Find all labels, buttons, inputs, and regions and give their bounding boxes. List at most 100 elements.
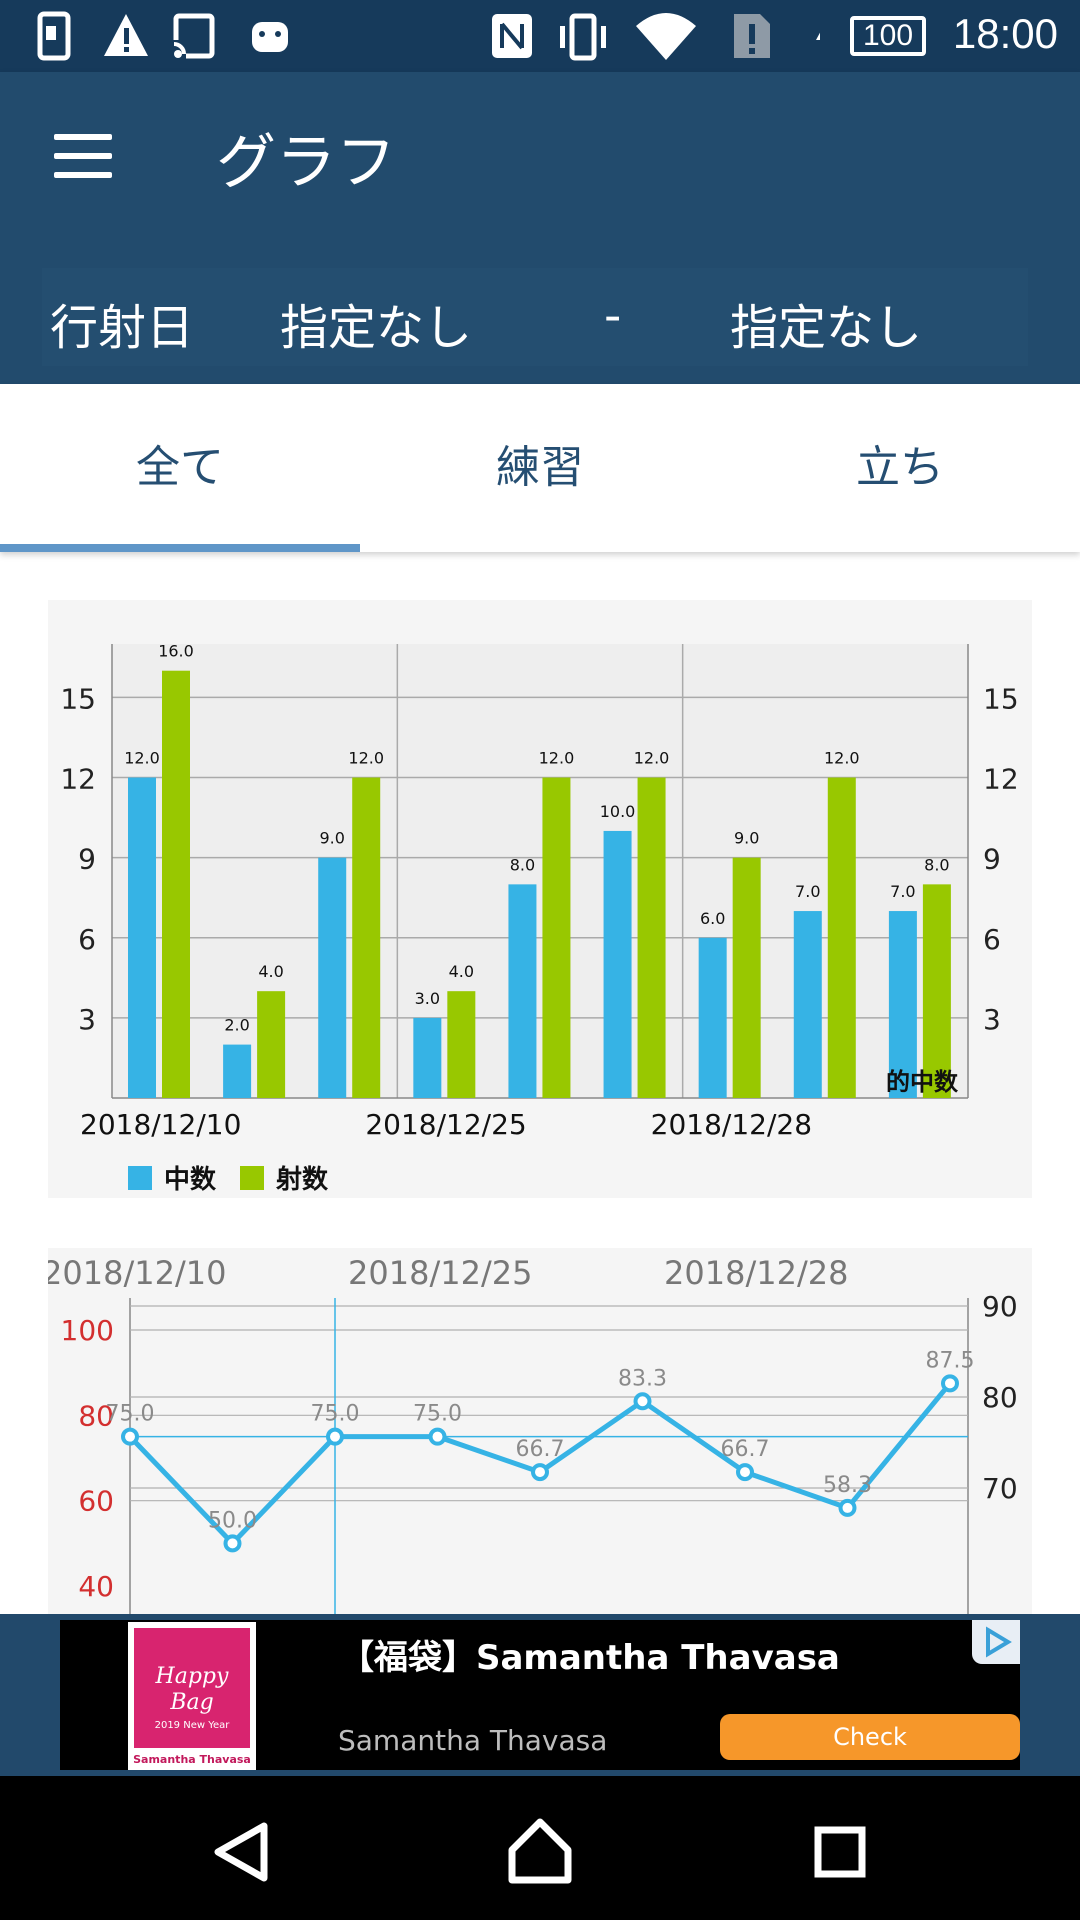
ad-banner: Happy Bag 2019 New Year Samantha Thavasa… xyxy=(0,1614,1080,1776)
data-point xyxy=(428,1427,447,1446)
point-value-label: 58.3 xyxy=(823,1473,872,1498)
data-point xyxy=(941,1374,959,1393)
bar-value-label: 2.0 xyxy=(224,1016,249,1035)
x-tick-label: 2018/12/28 xyxy=(651,1108,812,1141)
ad-subtitle: Samantha Thavasa xyxy=(338,1724,608,1757)
corner-label: 的中数 xyxy=(886,1068,959,1096)
nfc-icon xyxy=(492,14,532,58)
left-tick-label: 60 xyxy=(78,1485,114,1518)
bar xyxy=(793,911,822,1098)
bar-value-label: 9.0 xyxy=(734,829,759,848)
battery-level: 100 xyxy=(862,19,914,52)
ad-logo-text: Happy Bag xyxy=(155,1664,229,1715)
bar xyxy=(698,937,727,1098)
bar xyxy=(162,670,190,1098)
filter-from[interactable]: 指定なし xyxy=(280,300,473,356)
filter-to[interactable]: 指定なし xyxy=(730,300,923,356)
battery-icon: 100 xyxy=(850,16,926,56)
bar xyxy=(542,777,571,1098)
bar xyxy=(128,777,156,1098)
ad-logo-small: 2019 New Year xyxy=(154,1720,230,1731)
ad-content[interactable]: Happy Bag 2019 New Year Samantha Thavasa… xyxy=(60,1620,1020,1770)
bag-icon: Happy Bag 2019 New Year xyxy=(134,1628,250,1748)
bar-value-label: 3.0 xyxy=(415,989,440,1008)
x-tick-label: 2018/12/25 xyxy=(348,1254,532,1292)
bar xyxy=(922,884,951,1098)
home-icon[interactable] xyxy=(508,1818,572,1884)
bar xyxy=(447,991,476,1098)
bar-value-label: 12.0 xyxy=(348,749,384,768)
ad-logo[interactable]: Happy Bag 2019 New Year Samantha Thavasa xyxy=(128,1622,256,1770)
warning-icon xyxy=(104,14,148,56)
tab-tachi[interactable]: 立ち xyxy=(856,442,944,493)
bar-value-label: 12.0 xyxy=(634,749,670,768)
data-point xyxy=(223,1534,242,1553)
data-point xyxy=(121,1427,139,1446)
point-value-label: 75.0 xyxy=(311,1402,360,1427)
left-tick-label: 3 xyxy=(78,1003,96,1036)
bar-value-label: 4.0 xyxy=(258,962,283,981)
bar-value-label: 4.0 xyxy=(449,962,474,981)
right-tick-label: 90 xyxy=(982,1290,1018,1323)
bar-value-label: 12.0 xyxy=(539,749,575,768)
bar-chart-card: 3 3 6 6 9 9 12 12 15 15 12.0 2.0 9.0 3.0 8.0 10.0 6.0 7.0… xyxy=(48,600,1032,1198)
data-point xyxy=(326,1427,344,1446)
bar xyxy=(257,991,286,1098)
plot-area xyxy=(112,644,968,1098)
bar-value-label: 10.0 xyxy=(600,802,636,821)
left-tick-label: 15 xyxy=(60,682,96,715)
right-tick-label: 12 xyxy=(983,763,1019,796)
status-icons xyxy=(37,11,820,61)
point-value-label: 75.0 xyxy=(106,1402,155,1427)
date-filter: 行射日 指定なし - 指定なし xyxy=(42,268,1028,366)
legend-label: 中数 xyxy=(164,1165,217,1195)
bar-value-label: 16.0 xyxy=(158,642,194,661)
bar-value-label: 8.0 xyxy=(510,855,535,874)
bar-value-label: 12.0 xyxy=(124,749,160,768)
page-title: グラフ xyxy=(216,128,396,198)
right-tick-label: 15 xyxy=(983,682,1019,715)
bar xyxy=(318,857,347,1098)
tab-all[interactable]: 全て xyxy=(136,442,224,493)
point-value-label: 66.7 xyxy=(721,1437,770,1462)
tab-bar: 全て 練習 立ち xyxy=(0,384,1080,552)
point-value-label: 66.7 xyxy=(516,1437,565,1462)
bar xyxy=(888,911,917,1098)
wifi-icon xyxy=(636,13,696,60)
recents-icon[interactable] xyxy=(814,1826,866,1878)
legend-swatch xyxy=(128,1166,152,1190)
right-tick-label: 70 xyxy=(982,1472,1018,1505)
x-tick-label: 2018/12/10 xyxy=(80,1108,241,1141)
data-point xyxy=(633,1392,652,1411)
left-tick-label: 12 xyxy=(60,763,96,796)
tab-practice[interactable]: 練習 xyxy=(496,442,584,493)
bar xyxy=(732,857,761,1098)
status-bar: 100 18:00 xyxy=(0,0,1080,72)
right-tick-label: 6 xyxy=(983,923,1001,956)
ad-check-button[interactable]: Check xyxy=(720,1714,1020,1760)
back-icon[interactable] xyxy=(214,1822,268,1882)
sd-alert-icon xyxy=(734,14,770,58)
left-tick-label: 40 xyxy=(78,1570,114,1603)
bar-value-label: 7.0 xyxy=(890,882,915,901)
point-value-label: 75.0 xyxy=(413,1402,462,1427)
x-tick-label: 2018/12/28 xyxy=(664,1254,848,1292)
legend-swatch xyxy=(240,1166,264,1190)
hamburger-icon[interactable] xyxy=(54,134,112,178)
tab-indicator xyxy=(0,544,360,552)
filter-label: 行射日 xyxy=(50,300,195,356)
ad-choices-icon[interactable] xyxy=(972,1620,1020,1664)
bar xyxy=(508,884,537,1098)
navigation-bar xyxy=(0,1776,1080,1920)
bar-value-label: 8.0 xyxy=(924,855,949,874)
bar-value-label: 6.0 xyxy=(700,909,725,928)
bar xyxy=(223,1044,252,1098)
bar-chart: 3 3 6 6 9 9 12 12 15 15 12.0 2.0 9.0 3.0 8.0 10.0 6.0 7.0… xyxy=(60,642,1019,1195)
x-tick-label: 2018/12/25 xyxy=(365,1108,526,1141)
ad-title[interactable]: 【福袋】Samantha Thavasa xyxy=(340,1638,840,1678)
x-tick-label: 2018/12/10 xyxy=(48,1254,226,1292)
bar-value-label: 7.0 xyxy=(795,882,820,901)
data-point xyxy=(736,1463,754,1482)
bar-value-label: 9.0 xyxy=(319,829,344,848)
bar xyxy=(827,777,856,1098)
